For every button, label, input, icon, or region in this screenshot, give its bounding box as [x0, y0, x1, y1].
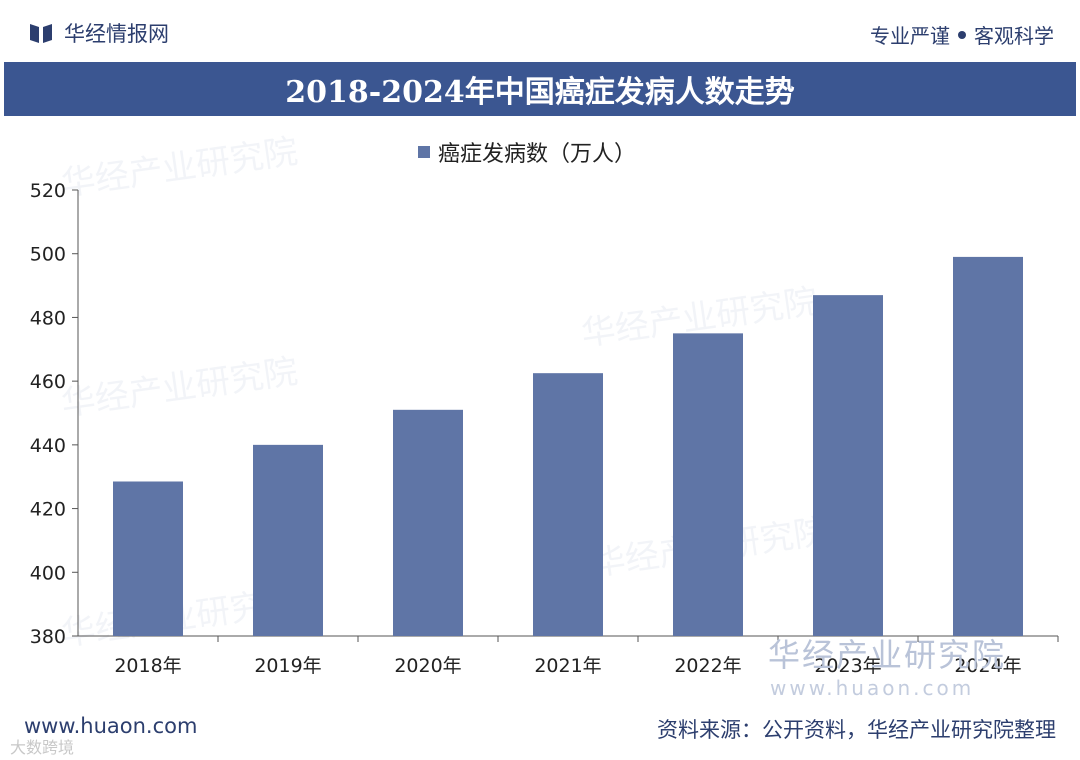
slogan-dot-icon [958, 30, 966, 39]
chart-title-band: 2018-2024年中国癌症发病人数走势 [4, 62, 1076, 116]
slogan-left: 专业严谨 [870, 24, 950, 48]
footer-source: 资料来源：公开资料，华经产业研究院整理 [657, 718, 1056, 742]
y-tick-label: 400 [30, 562, 66, 584]
bar-2018年 [113, 481, 183, 636]
x-tick-label: 2024年 [954, 655, 1021, 677]
y-tick-label: 520 [30, 180, 66, 202]
x-tick-label: 2019年 [254, 655, 321, 677]
x-tick-label: 2018年 [114, 655, 181, 677]
x-tick-label: 2020年 [394, 655, 461, 677]
slogan: 专业严谨 客观科学 [870, 20, 1054, 49]
bar-2024年 [953, 256, 1023, 636]
y-tick-label: 480 [30, 307, 66, 329]
legend-swatch [418, 146, 430, 158]
slogan-right: 客观科学 [974, 24, 1054, 48]
legend-label: 癌症发病数（万人） [438, 142, 637, 167]
bar-2020年 [393, 409, 463, 636]
y-tick-label: 500 [30, 244, 66, 266]
x-tick-label: 2021年 [534, 655, 601, 677]
y-tick-label: 440 [30, 435, 66, 457]
brand-book-icon [30, 24, 52, 43]
footer-corner-mark: 大数跨境 [10, 738, 75, 757]
chart-title: 2018-2024年中国癌症发病人数走势 [285, 75, 795, 110]
bottom-watermark-text: 华经产业研究院 [768, 636, 1007, 674]
y-tick-label: 460 [30, 371, 66, 393]
footer-bar: www.huaon.com 大数跨境 资料来源：公开资料，华经产业研究院整理 [0, 700, 1080, 760]
footer-url-link[interactable]: www.huaon.com [24, 714, 198, 738]
bottom-watermark-url: www.huaon.com [770, 676, 975, 700]
x-tick-label: 2023年 [814, 655, 881, 677]
y-tick-label: 380 [30, 626, 66, 648]
bar-2023年 [813, 295, 883, 636]
header-bar: 华经情报网 专业严谨 客观科学 [0, 0, 1080, 60]
brand-logo[interactable]: 华经情报网 [28, 18, 169, 48]
x-tick-label: 2022年 [674, 655, 741, 677]
bar-2019年 [253, 444, 323, 636]
chart-legend: 癌症发病数（万人） [418, 136, 636, 168]
y-tick-label: 420 [30, 499, 66, 521]
bar-2021年 [533, 373, 603, 636]
brand-name: 华经情报网 [64, 22, 169, 46]
bar-2022年 [673, 333, 743, 636]
